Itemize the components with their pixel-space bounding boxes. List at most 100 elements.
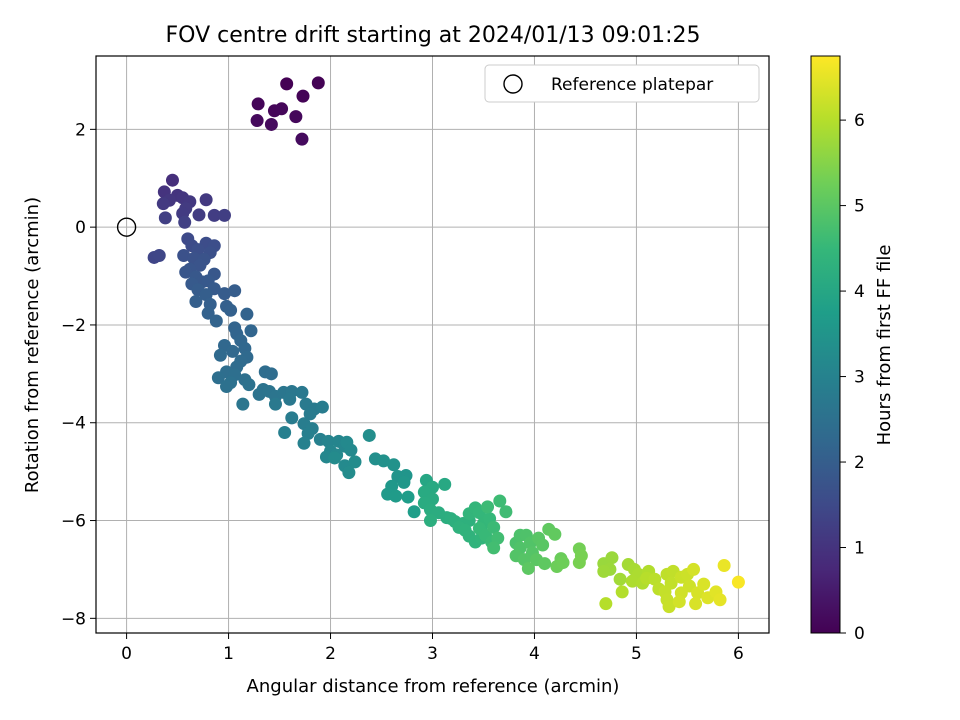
colorbar-tick-label: 3: [854, 368, 865, 388]
legend-label: Reference platepar: [551, 75, 713, 95]
colorbar-tick-label: 5: [854, 197, 865, 217]
data-point: [224, 303, 238, 317]
data-point: [264, 117, 278, 131]
data-point: [487, 541, 501, 555]
data-point: [252, 387, 266, 401]
data-point: [315, 400, 329, 414]
axis-ticks: 0 1 2 3 4 5 6 −8 −6 −4 −2 0 2: [61, 120, 744, 664]
data-point: [648, 572, 662, 586]
data-point: [199, 288, 213, 302]
y-tick-label: −4: [61, 414, 86, 434]
data-point: [605, 551, 619, 565]
data-point: [211, 371, 225, 385]
data-point: [193, 258, 207, 272]
data-point: [189, 294, 203, 308]
colorbar-ticks: 0 1 2 3 4 5 6: [840, 111, 865, 644]
data-point: [438, 477, 452, 491]
data-point: [251, 97, 265, 111]
data-point: [295, 132, 309, 146]
x-tick-label: 5: [631, 644, 642, 664]
data-point: [152, 249, 166, 263]
data-point: [731, 575, 745, 589]
data-point: [285, 411, 299, 425]
colorbar-tick-label: 2: [854, 453, 865, 473]
data-point: [538, 557, 552, 571]
data-point: [697, 577, 711, 591]
data-point: [387, 458, 401, 472]
data-point: [250, 114, 264, 128]
data-point: [321, 434, 335, 448]
data-point: [407, 505, 421, 519]
grid-lines: [96, 56, 769, 633]
y-tick-label: −2: [61, 316, 86, 336]
legend: Reference platepar: [484, 64, 760, 103]
data-point: [689, 597, 703, 611]
data-point: [687, 562, 701, 576]
data-point: [236, 397, 250, 411]
data-point: [217, 208, 231, 222]
data-point: [493, 494, 507, 508]
data-point: [401, 490, 415, 504]
data-point: [156, 197, 170, 211]
data-point: [228, 284, 242, 298]
data-point: [240, 307, 254, 321]
data-point: [481, 500, 495, 514]
data-point: [297, 436, 311, 450]
data-point: [280, 77, 294, 91]
data-point: [278, 426, 292, 440]
data-point: [244, 324, 258, 338]
data-point: [362, 428, 376, 442]
x-tick-label: 3: [427, 644, 438, 664]
data-points: [147, 76, 745, 614]
x-axis-label: Angular distance from reference (arcmin): [247, 676, 620, 697]
data-point: [178, 215, 192, 229]
data-point: [275, 102, 289, 116]
data-point: [521, 561, 535, 575]
colorbar-tick-label: 4: [854, 282, 865, 302]
x-tick-label: 1: [223, 644, 234, 664]
data-point: [625, 574, 639, 588]
data-point: [213, 348, 227, 362]
data-point: [268, 397, 282, 411]
x-tick-label: 6: [733, 644, 744, 664]
data-point: [264, 367, 278, 381]
data-point: [226, 344, 240, 358]
data-point: [283, 392, 297, 406]
data-point: [615, 585, 629, 599]
y-tick-label: −8: [61, 609, 86, 629]
data-point: [165, 173, 179, 187]
data-point: [192, 208, 206, 222]
data-point: [242, 378, 256, 392]
legend-marker: [503, 74, 523, 94]
data-point: [662, 600, 676, 614]
colorbar-tick-label: 6: [854, 111, 865, 131]
colorbar-tick-label: 0: [854, 624, 865, 644]
data-point: [209, 314, 223, 328]
x-tick-label: 0: [121, 644, 132, 664]
data-point: [572, 556, 586, 570]
data-point: [328, 451, 342, 465]
y-tick-label: 2: [75, 120, 86, 140]
x-tick-label: 4: [529, 644, 540, 664]
data-point: [344, 443, 358, 457]
data-point: [377, 454, 391, 468]
data-point: [177, 249, 191, 263]
data-point: [295, 385, 309, 399]
data-point: [342, 466, 356, 480]
data-point: [348, 455, 362, 469]
data-point: [487, 520, 501, 534]
y-tick-label: −6: [61, 512, 86, 532]
data-point: [303, 407, 317, 421]
data-point: [217, 287, 231, 301]
data-point: [499, 505, 513, 519]
data-point: [389, 489, 403, 503]
data-point: [536, 538, 550, 552]
data-point: [717, 559, 731, 573]
data-point: [179, 265, 193, 279]
colorbar: [810, 55, 841, 634]
x-tick-label: 2: [325, 644, 336, 664]
data-point: [220, 380, 234, 394]
data-point: [199, 193, 213, 207]
data-point: [311, 76, 325, 90]
chart-title: FOV centre drift starting at 2024/01/13 …: [166, 23, 701, 48]
